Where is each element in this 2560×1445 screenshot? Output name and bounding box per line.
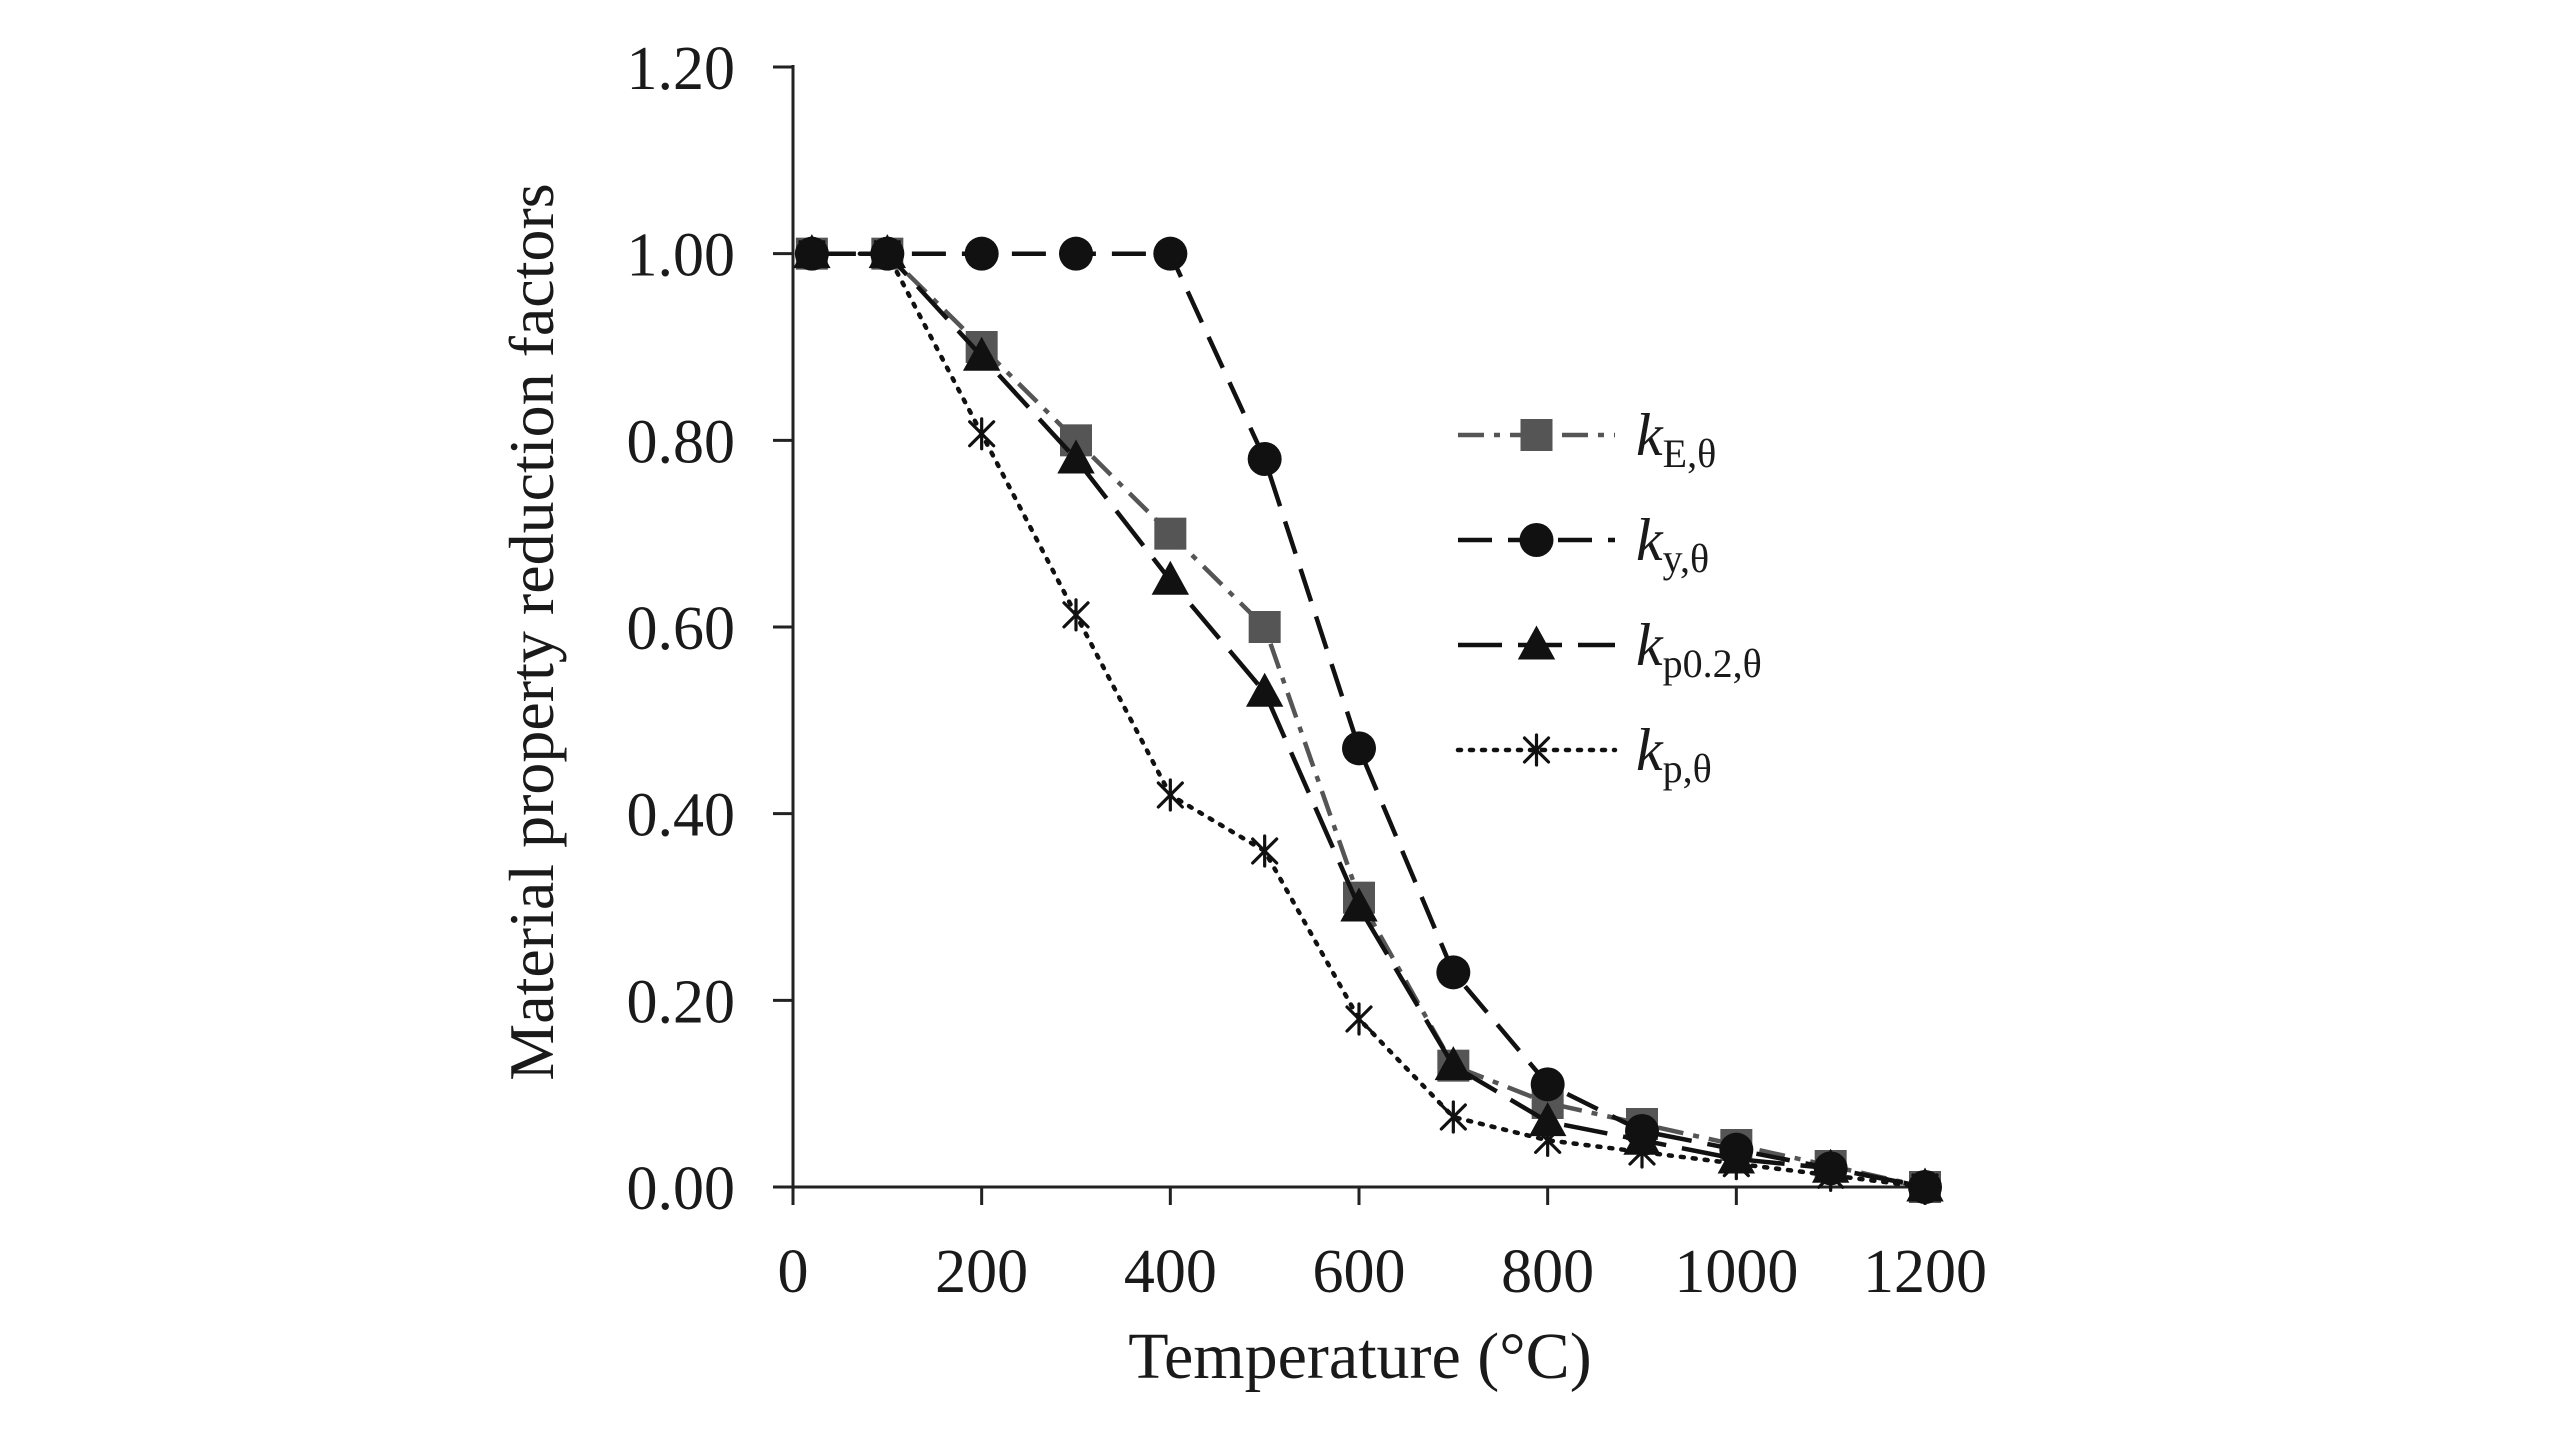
marker-circle	[1519, 523, 1554, 557]
x-tick-label: 200	[935, 1238, 1028, 1306]
marker-asterisk	[1062, 598, 1090, 632]
marker-asterisk	[1722, 1147, 1750, 1181]
legend-item: ky,θ	[1458, 507, 1709, 581]
marker-asterisk	[1156, 778, 1184, 812]
series-line	[811, 251, 1926, 1190]
legend-label-main: k	[1636, 402, 1664, 468]
legend-item: kp,θ	[1455, 717, 1712, 791]
legend-item: kE,θ	[1458, 402, 1716, 476]
marker-triangle	[1245, 672, 1284, 707]
marker-triangle	[1340, 887, 1378, 922]
x-tick-label: 800	[1501, 1238, 1594, 1306]
series-4	[798, 237, 1939, 1204]
legend-label: kp,θ	[1636, 717, 1712, 791]
marker-square	[1248, 611, 1281, 643]
marker-asterisk	[1911, 1170, 1939, 1204]
marker-circle	[1530, 1067, 1565, 1102]
legend-label-main: k	[1636, 507, 1664, 573]
y-tick-label: 0.80	[627, 408, 736, 476]
legend-label-sub: y,θ	[1663, 536, 1710, 581]
marker-circle	[1153, 236, 1188, 271]
marker-triangle	[1434, 1046, 1473, 1081]
y-tick-label: 0.60	[627, 595, 736, 663]
marker-square	[1520, 419, 1553, 451]
legend-label: kp0.2,θ	[1636, 612, 1762, 686]
legend-item: kp0.2,θ	[1458, 612, 1762, 686]
legend-label: kE,θ	[1636, 402, 1716, 476]
marker-asterisk	[1345, 1002, 1373, 1036]
marker-circle	[1247, 442, 1282, 476]
series-line	[809, 251, 1928, 1190]
marker-circle	[1436, 955, 1471, 990]
marker-triangle	[1151, 560, 1190, 595]
legend-label-main: k	[1636, 612, 1664, 678]
series-1	[795, 237, 1941, 1203]
marker-asterisk	[1439, 1100, 1467, 1134]
series-line	[811, 251, 1926, 1190]
legend-label-sub: E,θ	[1663, 431, 1717, 476]
y-tick-label: 1.20	[627, 35, 736, 103]
legend-label-main: k	[1636, 717, 1664, 783]
marker-circle	[964, 236, 999, 271]
marker-circle	[1342, 731, 1376, 766]
marker-asterisk	[1251, 834, 1279, 868]
x-axis-title: Temperature (°C)	[1128, 1320, 1591, 1393]
marker-square	[1154, 517, 1187, 550]
y-tick-label: 0.40	[627, 782, 736, 850]
marker-asterisk	[873, 237, 901, 271]
legend-label-sub: p0.2,θ	[1663, 641, 1762, 686]
marker-asterisk	[1817, 1158, 1845, 1192]
marker-asterisk	[798, 237, 826, 271]
legend-label: ky,θ	[1636, 507, 1709, 581]
x-tick-label: 1200	[1863, 1238, 1987, 1306]
marker-asterisk	[1534, 1123, 1562, 1157]
marker-circle	[1059, 236, 1093, 271]
x-tick-label: 0	[778, 1238, 809, 1306]
marker-triangle	[1528, 1102, 1567, 1137]
marker-triangle	[1517, 625, 1556, 660]
marker-triangle	[962, 336, 1001, 371]
series-2	[794, 236, 1942, 1204]
series-3	[793, 234, 1944, 1202]
x-tick-label: 600	[1313, 1238, 1406, 1306]
y-tick-label: 1.00	[627, 222, 736, 290]
marker-triangle	[1057, 439, 1095, 474]
axes: 0.00 0.20 0.40 0.60 0.80 1.00 1.20 0 200 400 600 80…	[627, 35, 1988, 1306]
marker-asterisk	[1628, 1135, 1656, 1169]
x-tick-label: 400	[1124, 1238, 1217, 1306]
y-axis-title: Material property reduction factors	[496, 183, 567, 1080]
series-line	[811, 251, 1926, 1190]
y-tick-label: 0.00	[627, 1155, 736, 1223]
marker-asterisk	[968, 417, 996, 451]
marker-asterisk	[1522, 733, 1551, 767]
y-tick-label: 0.20	[627, 968, 736, 1036]
legend-label-sub: p,θ	[1663, 746, 1712, 791]
x-tick-label: 1000	[1674, 1238, 1798, 1306]
series-layer	[793, 234, 1944, 1204]
